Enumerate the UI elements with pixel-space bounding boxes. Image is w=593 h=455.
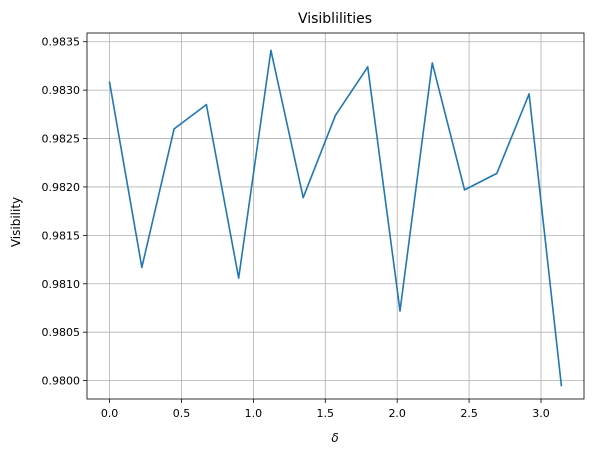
data-point <box>108 81 111 84</box>
y-tick-label: 0.9815 <box>42 229 81 242</box>
data-point <box>270 49 272 52</box>
data-point <box>237 277 240 279</box>
x-tick-label: 0.5 <box>173 407 191 420</box>
y-tick-label: 0.9800 <box>42 375 81 388</box>
x-tick-label: 1.0 <box>245 407 263 420</box>
y-tick-label: 0.9835 <box>42 36 81 49</box>
data-point <box>560 384 563 387</box>
data-point <box>528 93 530 95</box>
data-point <box>463 189 466 191</box>
series-line <box>108 49 563 387</box>
x-axis-ticks: 0.0 0.5 1.0 1.5 2.0 2.5 3.0 <box>101 399 550 420</box>
y-tick-label: 0.9825 <box>42 133 81 146</box>
x-tick-label: 0.0 <box>101 407 119 420</box>
x-tick-label: 2.0 <box>388 407 406 420</box>
data-point <box>141 266 143 269</box>
y-axis-label: Visibility <box>9 197 23 247</box>
series-layer <box>108 49 563 387</box>
grid <box>87 33 584 399</box>
y-tick-label: 0.9805 <box>42 326 81 339</box>
y-tick-label: 0.9810 <box>42 278 81 291</box>
data-point <box>173 128 175 130</box>
x-tick-label: 3.0 <box>532 407 550 420</box>
data-point <box>302 196 305 199</box>
data-point <box>431 62 434 64</box>
x-axis-label: δ <box>331 431 338 445</box>
data-point <box>334 114 337 117</box>
data-point <box>366 66 369 68</box>
data-point <box>205 103 208 106</box>
y-axis-ticks: 0.9800 0.9805 0.9810 0.9815 0.9820 0.9825 0.98… <box>42 36 87 388</box>
data-point <box>399 310 401 312</box>
x-tick-label: 2.5 <box>460 407 478 420</box>
plot-frame <box>86 32 585 400</box>
data-point <box>496 172 498 175</box>
x-tick-label: 1.5 <box>317 407 335 420</box>
y-tick-label: 0.9820 <box>42 181 81 194</box>
chart-title: Visiblilities <box>298 11 372 27</box>
y-tick-label: 0.9830 <box>42 84 81 97</box>
